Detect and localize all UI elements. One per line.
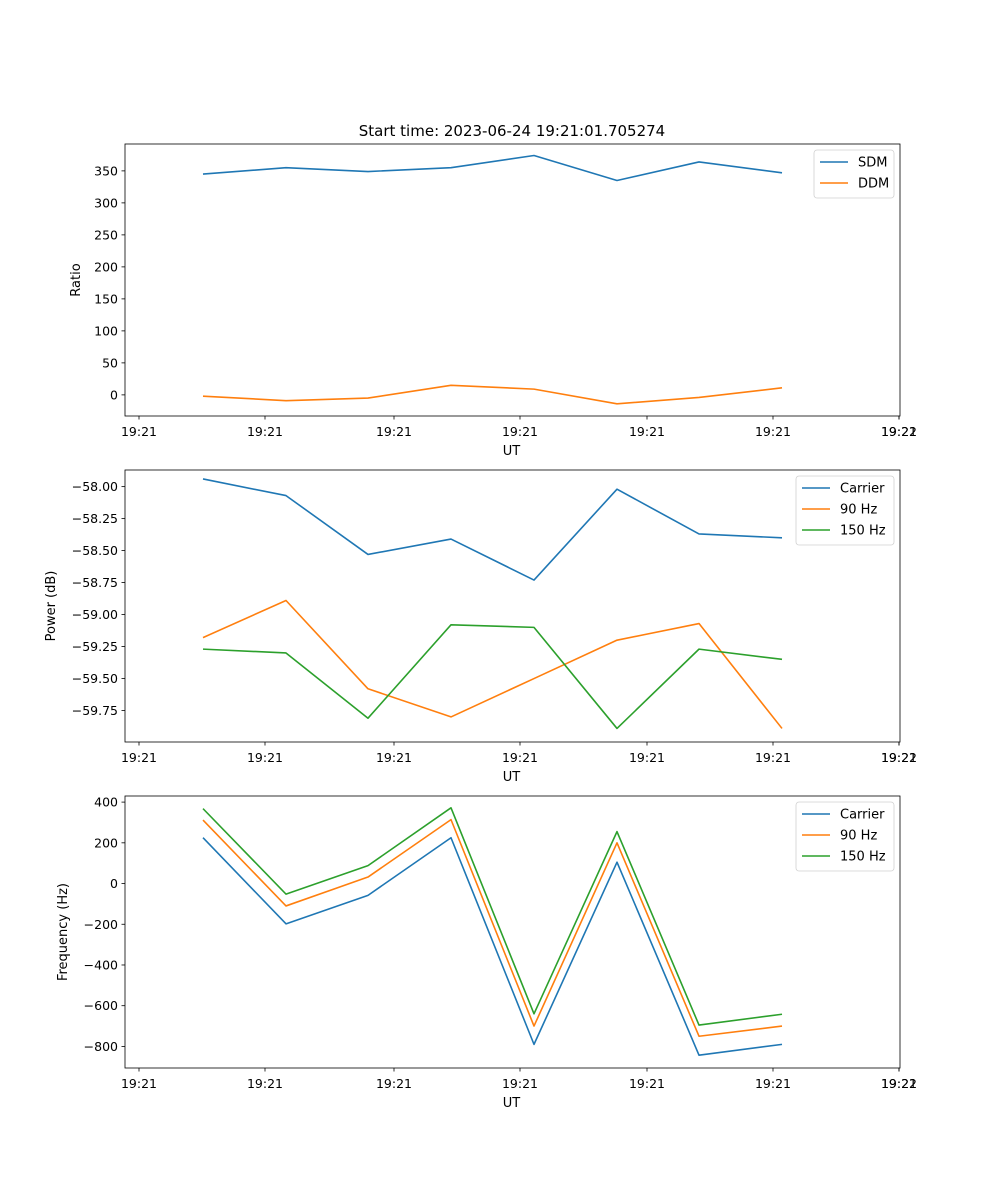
x-axis-label: UT	[503, 1096, 521, 1111]
y-axis-label: Ratio	[69, 263, 84, 296]
chart-panel-2: −58.00 −58.25 −58.50 −58.75 −59.00 −59.25 −59.…	[44, 469, 917, 785]
series-line-150-hz	[202, 807, 783, 1026]
series-line-90-hz	[202, 599, 783, 729]
x-tick-label: 19:21	[376, 424, 412, 439]
x-tick-label: 19:22	[881, 424, 917, 439]
x-axis-label: UT	[503, 770, 521, 785]
legend-label: Carrier	[840, 482, 885, 497]
x-tick-label: 19:21	[881, 424, 917, 439]
y-tick-label: 150	[94, 291, 118, 306]
y-tick-label: 300	[94, 195, 118, 210]
series-line-sdm	[202, 154, 783, 182]
x-tick-label: 19:21	[502, 750, 538, 765]
legend-label: 150 Hz	[840, 524, 886, 539]
legend-label: 150 Hz	[840, 850, 886, 865]
y-tick-label: −600	[84, 998, 118, 1013]
series-line-carrier	[202, 478, 783, 581]
x-tick-label: 19:22	[881, 750, 917, 765]
x-tick-label: 19:21	[121, 750, 157, 765]
x-tick-label: 19:21	[755, 1076, 791, 1091]
legend-label: Carrier	[840, 808, 885, 823]
x-tick-label: 19:21	[755, 424, 791, 439]
y-tick-label: −59.00	[72, 607, 118, 622]
x-tick-label: 19:21	[121, 424, 157, 439]
series-line-ddm	[202, 384, 783, 405]
y-tick-label: 400	[94, 795, 118, 810]
legend-label: 90 Hz	[840, 829, 877, 844]
x-tick-label: 19:22	[881, 1076, 917, 1091]
x-tick-label: 19:21	[629, 424, 665, 439]
y-tick-label: −800	[84, 1039, 118, 1054]
y-tick-label: 200	[94, 259, 118, 274]
x-tick-label: 19:21	[881, 750, 917, 765]
x-tick-label: 19:21	[247, 424, 283, 439]
y-tick-label: −59.25	[72, 639, 118, 654]
y-tick-label: 100	[94, 323, 118, 338]
y-tick-label: −59.50	[72, 671, 118, 686]
x-tick-label: 19:21	[502, 1076, 538, 1091]
x-axis-label: UT	[503, 444, 521, 459]
x-tick-label: 19:21	[629, 750, 665, 765]
axes-frame	[124, 143, 901, 417]
y-tick-label: 350	[94, 163, 118, 178]
x-tick-label: 19:21	[376, 750, 412, 765]
series-line-150-hz	[202, 624, 783, 730]
axes-frame	[124, 469, 901, 743]
y-axis-label: Power (dB)	[44, 571, 59, 642]
y-tick-label: 0	[110, 387, 118, 402]
y-tick-label: −59.75	[72, 703, 118, 718]
legend-label: 90 Hz	[840, 503, 877, 518]
x-tick-label: 19:21	[629, 1076, 665, 1091]
x-tick-label: 19:21	[121, 1076, 157, 1091]
y-axis-label: Frequency (Hz)	[56, 883, 71, 981]
y-tick-label: −58.50	[72, 543, 118, 558]
y-tick-label: −58.75	[72, 575, 118, 590]
y-tick-label: 50	[102, 355, 118, 370]
y-tick-label: 250	[94, 227, 118, 242]
x-tick-label: 19:21	[247, 1076, 283, 1091]
y-tick-label: −58.00	[72, 479, 118, 494]
legend-label: DDM	[858, 177, 889, 192]
x-tick-label: 19:21	[502, 424, 538, 439]
x-tick-label: 19:21	[755, 750, 791, 765]
x-tick-label: 19:21	[376, 1076, 412, 1091]
y-tick-label: −200	[84, 917, 118, 932]
series-line-carrier	[202, 836, 783, 1056]
y-tick-label: 0	[110, 876, 118, 891]
legend-box	[795, 801, 895, 872]
y-tick-label: −400	[84, 957, 118, 972]
y-tick-label: −58.25	[72, 511, 118, 526]
y-tick-label: 200	[94, 835, 118, 850]
series-line-90-hz	[202, 818, 783, 1038]
legend-label: SDM	[858, 156, 887, 171]
legend-box	[795, 475, 895, 546]
x-tick-label: 19:21	[247, 750, 283, 765]
axes-frame	[124, 795, 901, 1069]
x-tick-label: 19:21	[881, 1076, 917, 1091]
figure-title: Start time: 2023-06-24 19:21:01.705274	[359, 122, 665, 140]
